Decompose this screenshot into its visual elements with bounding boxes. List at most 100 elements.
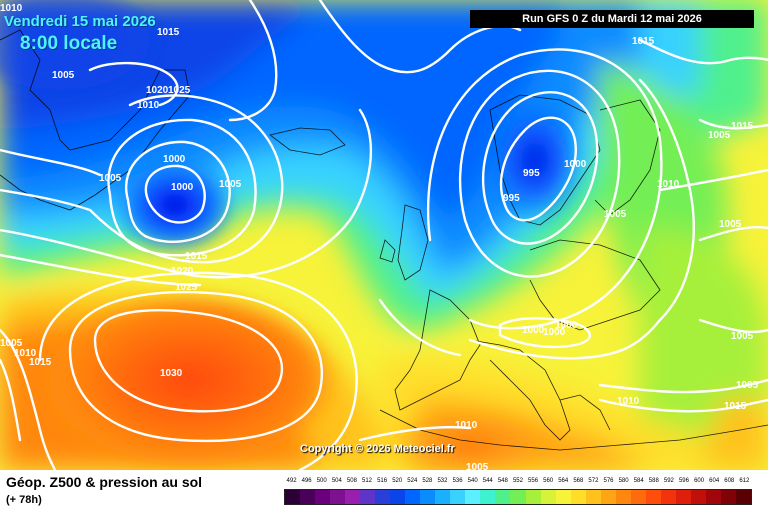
legend-label: 576: [603, 478, 614, 484]
isobar-label: 1005: [731, 331, 754, 342]
legend-label: 528: [422, 478, 433, 484]
isobar-label: 1005: [736, 380, 759, 391]
isobar-label: 1005: [219, 179, 242, 190]
isobar-label: 1000: [171, 182, 194, 193]
isobar-label: 1015: [632, 36, 655, 47]
isobar-label: 1005: [52, 70, 75, 81]
legend-swatch: [480, 490, 496, 504]
copyright-notice: Copyright © 2026 Meteociel.fr: [300, 443, 455, 455]
isobar-labels: 1010 1015 1005 1020 1025 1010 1000 1000 …: [0, 3, 759, 470]
legend-label: 560: [543, 478, 554, 484]
isobar-label: 1005: [0, 338, 23, 349]
legend-label: 580: [618, 478, 629, 484]
legend-label: 512: [362, 478, 373, 484]
isobar-label: 1010: [0, 3, 23, 14]
legend-swatch: [390, 490, 406, 504]
legend-swatch: [600, 490, 616, 504]
legend-label: 604: [709, 478, 720, 484]
isobar-label: 1005: [708, 130, 731, 141]
isobar-label: 1015: [724, 401, 747, 412]
isobars: [0, 0, 768, 470]
isobar-label: 1010: [137, 100, 160, 111]
z500-map: 1010 1015 1005 1020 1025 1010 1000 1000 …: [0, 0, 768, 470]
legend-label: 584: [633, 478, 644, 484]
legend-swatch: [315, 490, 331, 504]
legend-swatch: [570, 490, 586, 504]
isobar-label: 995: [503, 193, 520, 204]
legend-label: 508: [346, 478, 357, 484]
legend-swatch: [645, 490, 661, 504]
isobar-label: 1000: [555, 320, 578, 331]
legend-swatch: [585, 490, 601, 504]
isobar-label: 1010: [657, 179, 680, 190]
isobar-label: 1005: [719, 219, 742, 230]
legend-label: 612: [739, 478, 750, 484]
lead-time: (+ 78h): [6, 494, 42, 506]
isobar-label: 1020: [171, 266, 194, 277]
legend-swatch: [555, 490, 571, 504]
legend-swatch: [690, 490, 706, 504]
map-footer: Géop. Z500 & pression au sol (+ 78h) 492…: [0, 470, 768, 512]
legend-label: 540: [467, 478, 478, 484]
legend-swatch: [540, 490, 556, 504]
legend-label: 552: [512, 478, 523, 484]
forecast-local-time: 8:00 locale: [20, 33, 118, 54]
legend-swatch: [375, 490, 391, 504]
isobar-label: 1000: [543, 327, 566, 338]
legend-swatch: [735, 490, 751, 504]
legend-swatch: [615, 490, 631, 504]
legend-label: 516: [377, 478, 388, 484]
isobar-label: 1015: [29, 357, 52, 368]
isobar-label: 1015: [731, 121, 754, 132]
isobar-label: 1010: [617, 396, 640, 407]
legend-swatch: [660, 490, 676, 504]
isobar-label: 1005: [466, 462, 489, 470]
isobar-label: 1010: [14, 348, 37, 359]
legend-swatch: [420, 490, 436, 504]
legend-swatch: [705, 490, 721, 504]
legend-label: 532: [437, 478, 448, 484]
legend-label: 504: [331, 478, 342, 484]
isobar-label: 1015: [185, 251, 208, 262]
legend-swatch: [510, 490, 526, 504]
legend-label: 548: [497, 478, 508, 484]
legend-label: 492: [286, 478, 297, 484]
isobar-label: 1005: [604, 209, 627, 220]
color-legend: 492 496 500 504 508 512 516 520 524 528 532 536 540 5…: [284, 478, 752, 506]
isobar-label: 1030: [160, 368, 183, 379]
legend-swatch: [450, 490, 466, 504]
legend-label: 496: [301, 478, 312, 484]
legend-label: 596: [678, 478, 689, 484]
legend-label: 568: [573, 478, 584, 484]
isobar-label: 1025: [168, 85, 191, 96]
legend-swatch: [525, 490, 541, 504]
legend-swatch: [435, 490, 451, 504]
isobar-label: 1025: [175, 282, 198, 293]
legend-label: 592: [663, 478, 674, 484]
legend-swatch: [720, 490, 736, 504]
isobar-label: 1020: [146, 85, 169, 96]
isobar-label: 1010: [455, 420, 478, 431]
legend-label: 564: [558, 478, 569, 484]
legend-swatch: [300, 490, 316, 504]
legend-swatch: [360, 490, 376, 504]
legend-swatch: [285, 490, 301, 504]
legend-color-bar: [284, 489, 752, 505]
legend-label: 524: [407, 478, 418, 484]
legend-label: 536: [452, 478, 463, 484]
legend-swatch: [630, 490, 646, 504]
legend-swatch: [465, 490, 481, 504]
forecast-date: Vendredi 15 mai 2026: [4, 13, 156, 30]
legend-label: 520: [392, 478, 403, 484]
isobar-label: 995: [523, 168, 540, 179]
model-run-banner: Run GFS 0 Z du Mardi 12 mai 2026: [470, 10, 754, 28]
legend-swatch: [330, 490, 346, 504]
geopotential-field: [0, 0, 768, 470]
legend-label: 588: [648, 478, 659, 484]
legend-label: 556: [528, 478, 539, 484]
legend-label: 544: [482, 478, 493, 484]
legend-label: 500: [316, 478, 327, 484]
isobar-label: 1000: [163, 154, 186, 165]
legend-swatch: [675, 490, 691, 504]
